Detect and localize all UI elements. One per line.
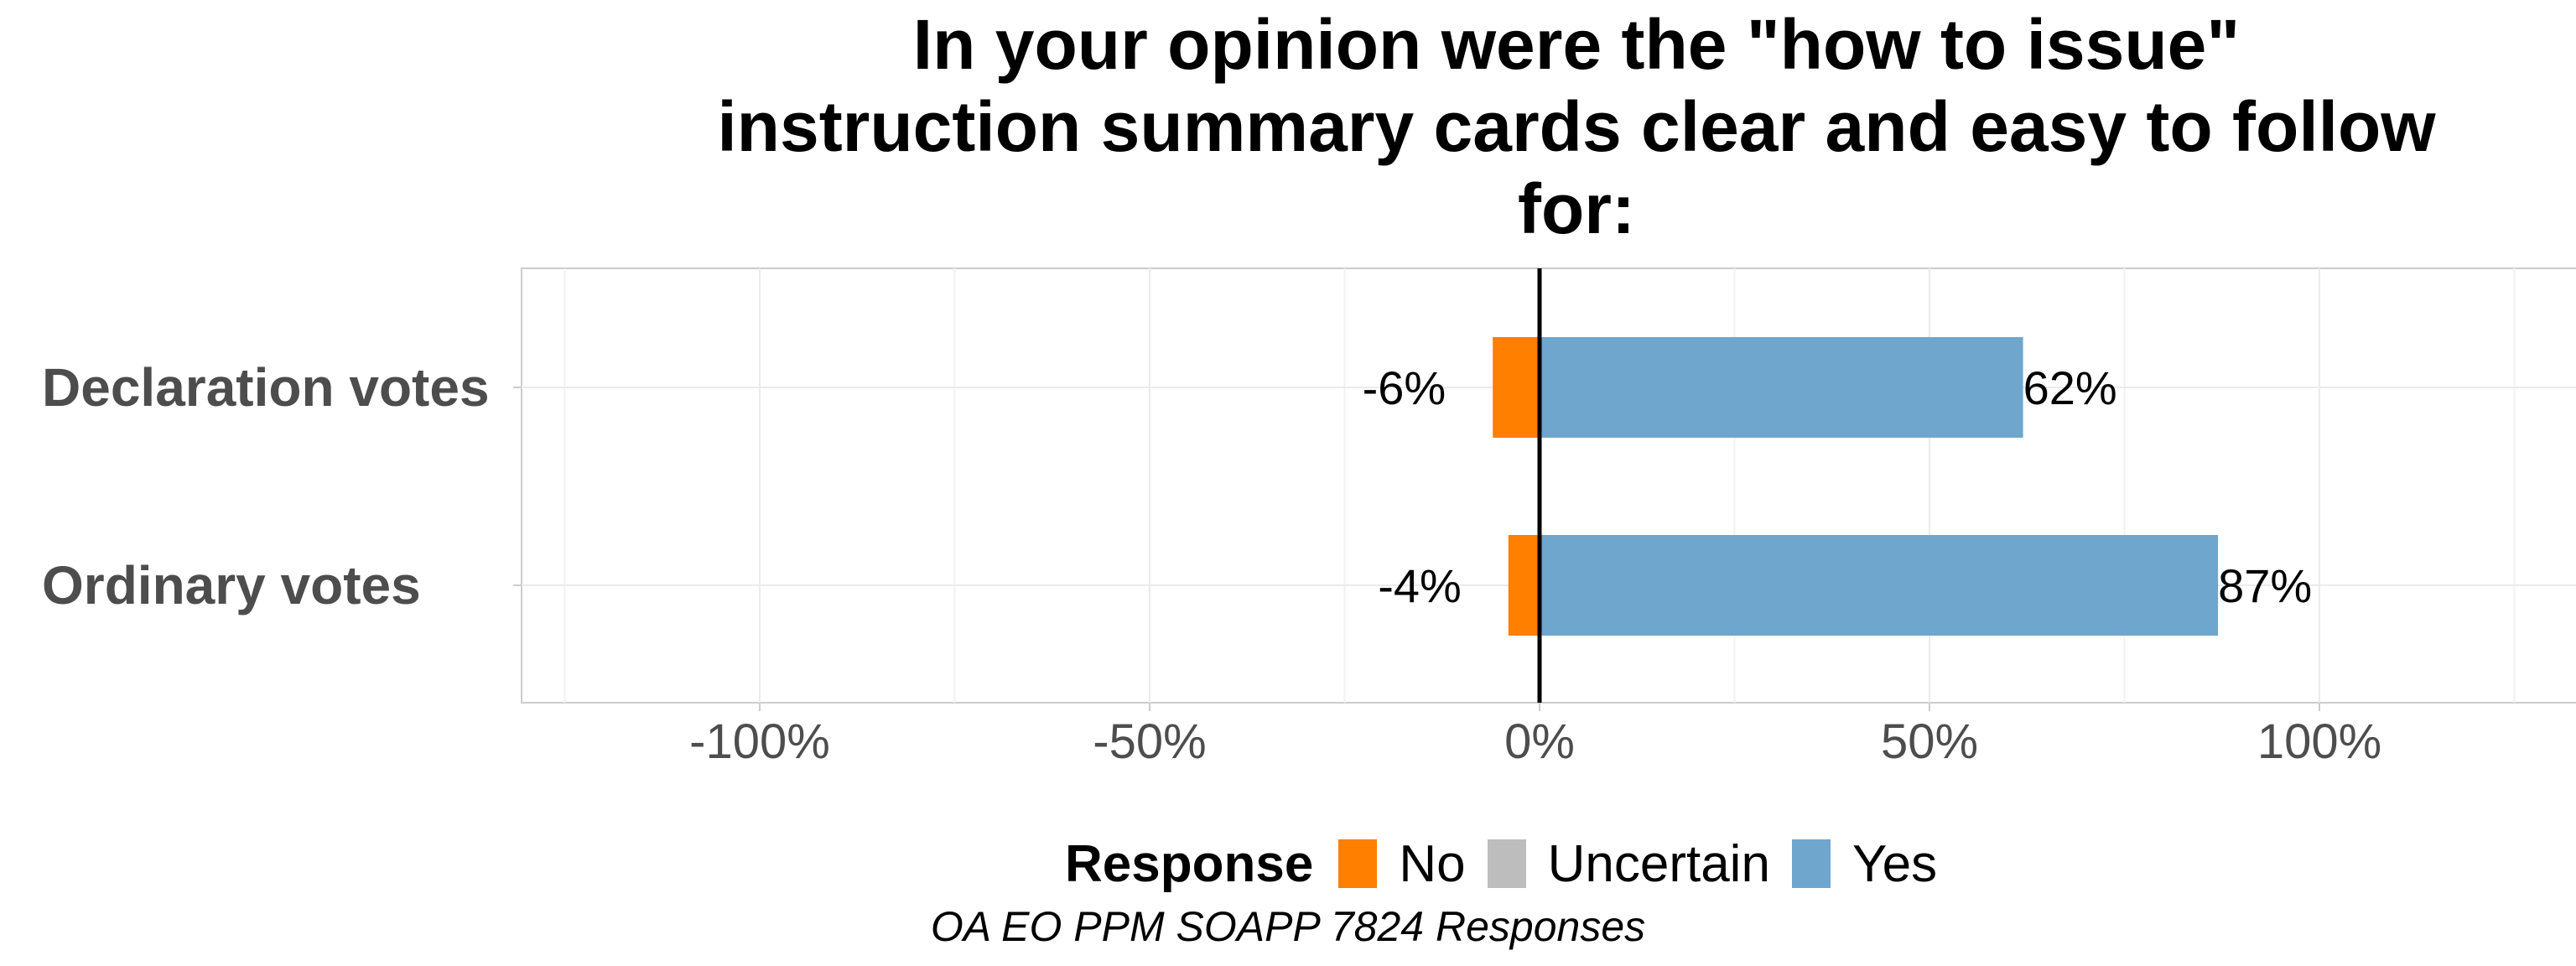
bar-no-1 — [1493, 337, 1540, 438]
data-label-yes-2: 87% — [2218, 559, 2312, 612]
bar-yes-1 — [1540, 337, 2023, 438]
legend-swatch-no — [1338, 839, 1378, 888]
legend-item-uncertain: Uncertain — [1487, 834, 1770, 894]
legend-label-yes: Yes — [1852, 834, 1938, 893]
legend-title: Response — [1065, 834, 1314, 893]
plot-panel-border — [521, 267, 2576, 704]
legend-label-uncertain: Uncertain — [1547, 834, 1770, 893]
legend: Response No Uncertain Yes — [1065, 830, 1959, 897]
legend-swatch-uncertain — [1487, 839, 1526, 888]
x-tick-label: 100% — [2257, 714, 2381, 769]
bar-yes-2 — [1540, 535, 2219, 636]
x-tick-label: 50% — [1881, 714, 1978, 769]
legend-item-yes: Yes — [1791, 834, 1938, 894]
bar-no-2 — [1508, 535, 1540, 636]
legend-swatch-yes — [1791, 839, 1831, 888]
category-label-2: Ordinary votes — [42, 555, 421, 615]
data-label-no-1: -6% — [1363, 361, 1446, 414]
chart-plot: -6% 62% Declaration votes -4% 87% Ordinary vo… — [42, 267, 2576, 769]
category-label-1: Declaration votes — [42, 357, 490, 418]
chart-title: In your opinion were the "how to issue" … — [717, 5, 2436, 248]
chart-caption: OA EO PPM SOAPP 7824 Responses — [930, 903, 1646, 950]
x-tick-label: 0% — [1504, 714, 1575, 769]
legend-item-no: No — [1338, 834, 1466, 894]
legend-label-no: No — [1399, 834, 1466, 893]
data-label-yes-1: 62% — [2023, 361, 2117, 414]
x-tick-label: -50% — [1093, 714, 1206, 769]
x-tick-label: -100% — [689, 714, 830, 769]
data-label-no-2: -4% — [1378, 559, 1462, 612]
